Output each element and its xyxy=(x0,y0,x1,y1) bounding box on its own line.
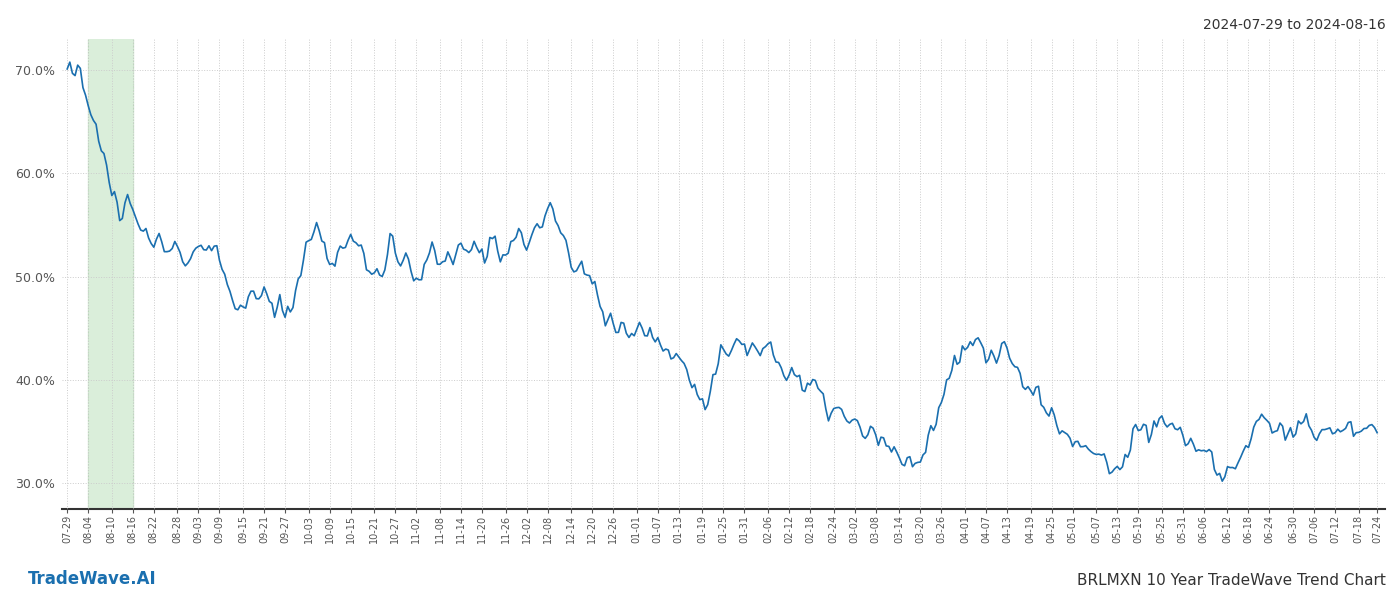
Text: 2024-07-29 to 2024-08-16: 2024-07-29 to 2024-08-16 xyxy=(1203,18,1386,32)
Text: TradeWave.AI: TradeWave.AI xyxy=(28,570,157,588)
Bar xyxy=(88,39,133,509)
Text: BRLMXN 10 Year TradeWave Trend Chart: BRLMXN 10 Year TradeWave Trend Chart xyxy=(1077,573,1386,588)
